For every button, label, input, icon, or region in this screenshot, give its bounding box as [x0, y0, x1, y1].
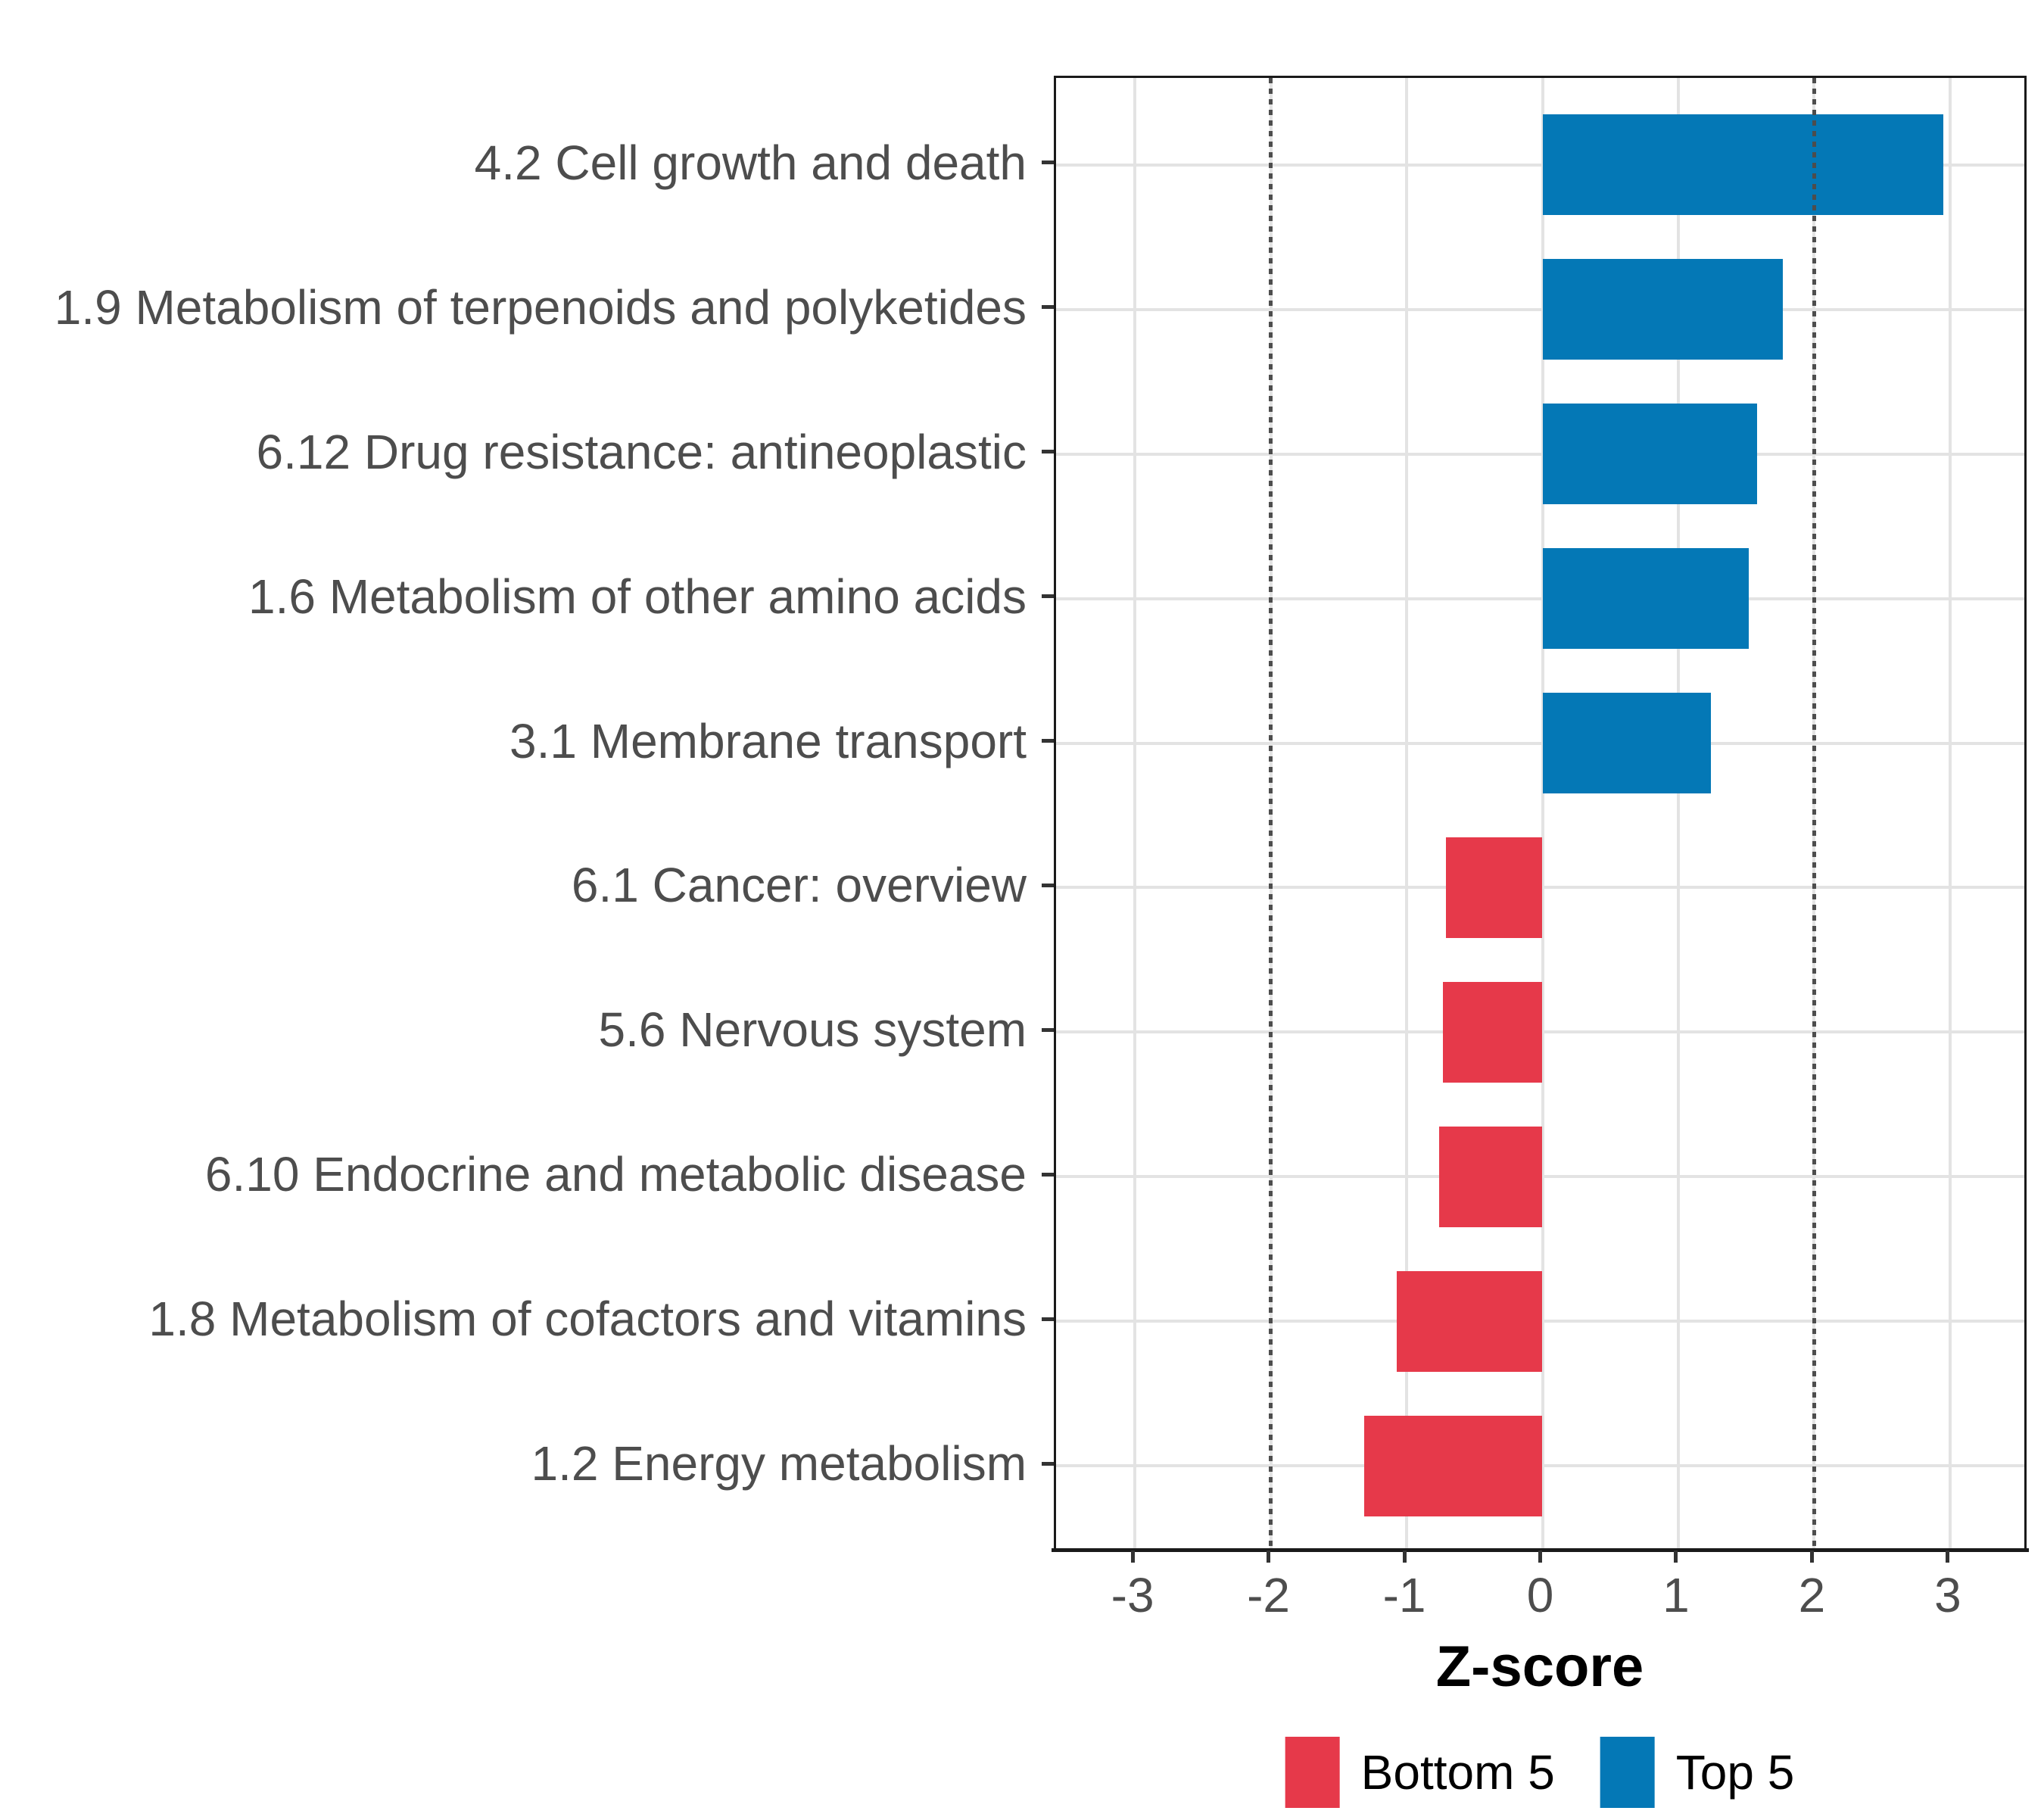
y-tick-mark — [1042, 450, 1054, 454]
x-tick-label: 0 — [1526, 1568, 1554, 1622]
x-tick-mark — [1809, 1551, 1814, 1563]
x-tick-label: 3 — [1934, 1568, 1961, 1622]
y-tick-mark — [1042, 305, 1054, 310]
h-gridline — [1056, 163, 2024, 167]
category-label: 6.10 Endocrine and metabolic disease — [204, 1147, 1027, 1202]
y-tick-mark — [1042, 594, 1054, 599]
bar-6.1 — [1446, 837, 1543, 939]
category-label: 1.6 Metabolism of other amino acids — [248, 569, 1027, 624]
x-axis-title: Z-score — [1435, 1635, 1644, 1699]
h-gridline — [1056, 307, 2024, 311]
legend-label-top5: Top 5 — [1675, 1745, 1795, 1800]
reference-line — [1812, 78, 1816, 1548]
x-tick-mark — [1267, 1551, 1271, 1563]
bar-3.1 — [1542, 692, 1712, 794]
legend-label-bottom5: Bottom 5 — [1360, 1745, 1555, 1800]
category-label: 5.6 Nervous system — [598, 1002, 1027, 1058]
bar-5.6 — [1443, 981, 1543, 1083]
x-axis-line — [1052, 1548, 2029, 1552]
legend: Bottom 5 Top 5 — [1285, 1737, 1795, 1808]
y-tick-mark — [1042, 1027, 1054, 1032]
x-tick-mark — [1402, 1551, 1407, 1563]
v-gridline — [1405, 78, 1409, 1548]
h-gridline — [1056, 741, 2024, 745]
category-label: 1.2 Energy metabolism — [531, 1436, 1027, 1491]
reference-line — [1269, 78, 1273, 1548]
v-gridline — [1948, 78, 1952, 1548]
legend-swatch-bottom5 — [1285, 1737, 1340, 1808]
x-tick-label: 1 — [1662, 1568, 1690, 1622]
y-tick-mark — [1042, 161, 1054, 165]
h-gridline — [1056, 452, 2024, 456]
category-label: 1.8 Metabolism of cofactors and vitamins — [148, 1292, 1027, 1347]
category-label: 3.1 Membrane transport — [509, 713, 1027, 768]
x-tick-mark — [1538, 1551, 1542, 1563]
x-tick-mark — [1674, 1551, 1678, 1563]
category-label: 6.1 Cancer: overview — [571, 858, 1027, 913]
bar-1.9 — [1542, 258, 1784, 360]
y-tick-mark — [1042, 739, 1054, 743]
x-tick-label: 2 — [1798, 1568, 1826, 1622]
legend-swatch-top5 — [1600, 1737, 1655, 1808]
bar-6.10 — [1439, 1126, 1543, 1228]
plot-panel — [1054, 76, 2027, 1551]
x-tick-label: -2 — [1247, 1568, 1290, 1622]
bar-4.2 — [1542, 114, 1943, 216]
bar-1.6 — [1542, 547, 1750, 650]
y-tick-mark — [1042, 1461, 1054, 1466]
bar-1.8 — [1397, 1270, 1543, 1373]
h-gridline — [1056, 597, 2024, 600]
x-tick-mark — [1946, 1551, 1950, 1563]
bar-1.2 — [1364, 1415, 1543, 1517]
x-tick-label: -1 — [1382, 1568, 1426, 1622]
bar-6.12 — [1542, 403, 1758, 505]
v-gridline — [1133, 78, 1137, 1548]
y-tick-mark — [1042, 1317, 1054, 1321]
v-gridline — [1541, 78, 1544, 1548]
x-tick-label: -3 — [1111, 1568, 1154, 1622]
v-gridline — [1676, 78, 1680, 1548]
category-label: 1.9 Metabolism of terpenoids and polyket… — [54, 279, 1027, 335]
category-label: 6.12 Drug resistance: antineoplastic — [256, 424, 1027, 479]
y-tick-mark — [1042, 1172, 1054, 1177]
category-label: 4.2 Cell growth and death — [474, 135, 1027, 190]
y-tick-mark — [1042, 883, 1054, 887]
x-tick-mark — [1130, 1551, 1135, 1563]
